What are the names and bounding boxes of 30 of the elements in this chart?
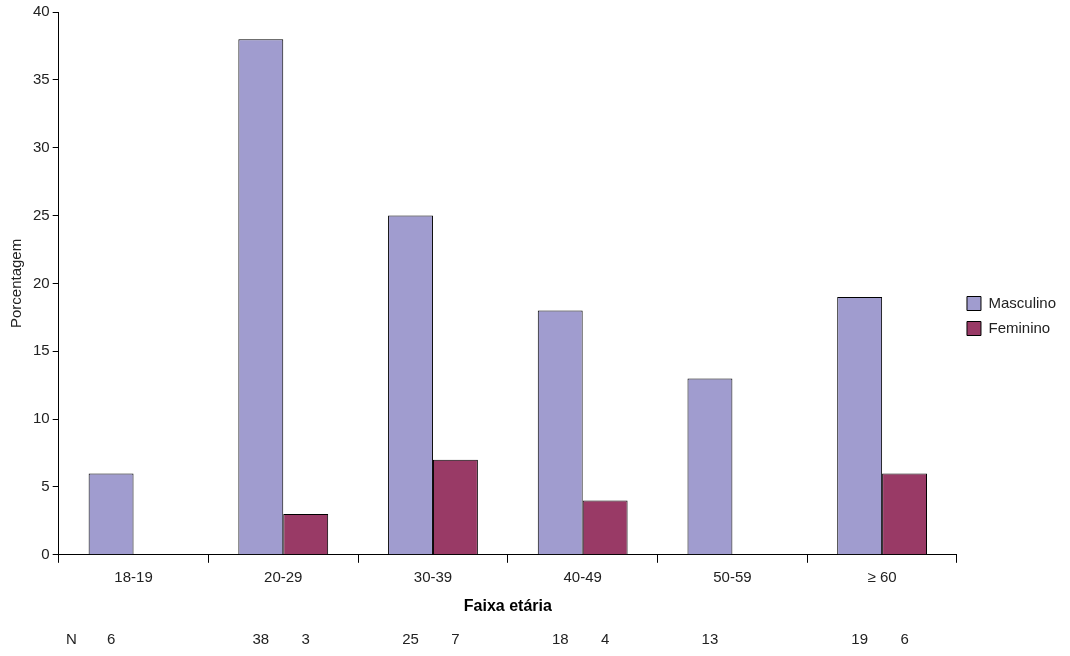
y-axis-title: Porcentagem — [7, 238, 25, 329]
text: 7 — [451, 630, 460, 648]
x-tick-label: 30-39 — [413, 567, 453, 585]
y-tick-label: 30 — [33, 137, 50, 155]
y-tick-label: 20 — [33, 273, 50, 291]
x-tick-label: 18-19 — [114, 567, 153, 585]
data-label: 18 — [551, 630, 569, 648]
x-tick-label: 20-29 — [264, 567, 303, 585]
y-tick-label: 5 — [41, 477, 50, 495]
legend-label: Masculino — [988, 293, 1056, 311]
y-tick-label: 15 — [33, 341, 50, 359]
text: 4 — [600, 630, 610, 648]
data-label: 38 — [252, 630, 270, 648]
text: N — [66, 630, 77, 648]
legend-label: Feminino — [988, 318, 1051, 336]
data-label: 25 — [402, 630, 419, 648]
data-label: 19 — [851, 630, 868, 648]
x-tick-label: 50-59 — [713, 567, 752, 585]
y-tick-label: 10 — [33, 409, 50, 427]
y-tick-label: 25 — [33, 205, 50, 223]
y-tick-label: 0 — [41, 544, 50, 562]
y-tick-label: 35 — [33, 69, 50, 87]
data-label: 13 — [701, 630, 719, 648]
data-label: 6 — [106, 630, 116, 648]
x-axis-title: Faixa etária — [463, 596, 552, 614]
text: 6 — [900, 630, 909, 648]
x-tick-label: ≥ 60 — [867, 567, 897, 585]
text: 3 — [301, 630, 310, 648]
y-tick-label: 40 — [33, 2, 50, 20]
x-tick-label: 40-49 — [563, 567, 602, 585]
